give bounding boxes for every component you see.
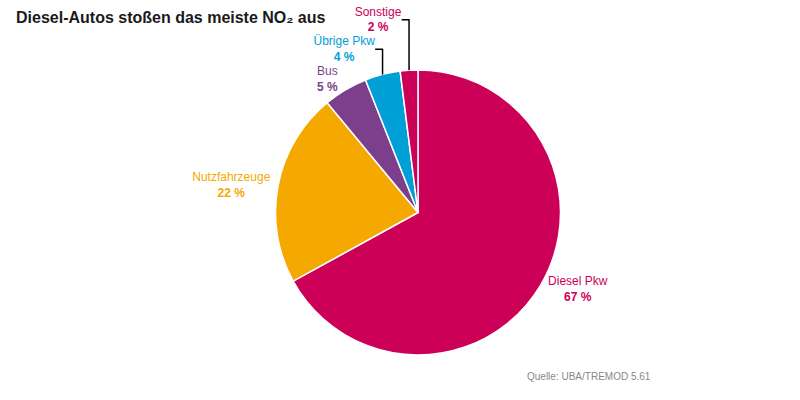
svg-text:Quelle: UBA/TREMOD 5.61: Quelle: UBA/TREMOD 5.61	[527, 371, 651, 382]
svg-text:Nutzfahrzeuge22 %: Nutzfahrzeuge22 %	[192, 170, 270, 200]
svg-text:Übrige Pkw4 %: Übrige Pkw4 %	[313, 34, 375, 64]
svg-text:Diesel Pkw67 %: Diesel Pkw67 %	[548, 274, 608, 304]
svg-text:Sonstige2 %: Sonstige2 %	[355, 5, 402, 35]
svg-text:Diesel-Autos stoßen das meiste: Diesel-Autos stoßen das meiste NO₂ aus	[16, 9, 326, 26]
svg-text:Bus5 %: Bus5 %	[317, 64, 338, 94]
